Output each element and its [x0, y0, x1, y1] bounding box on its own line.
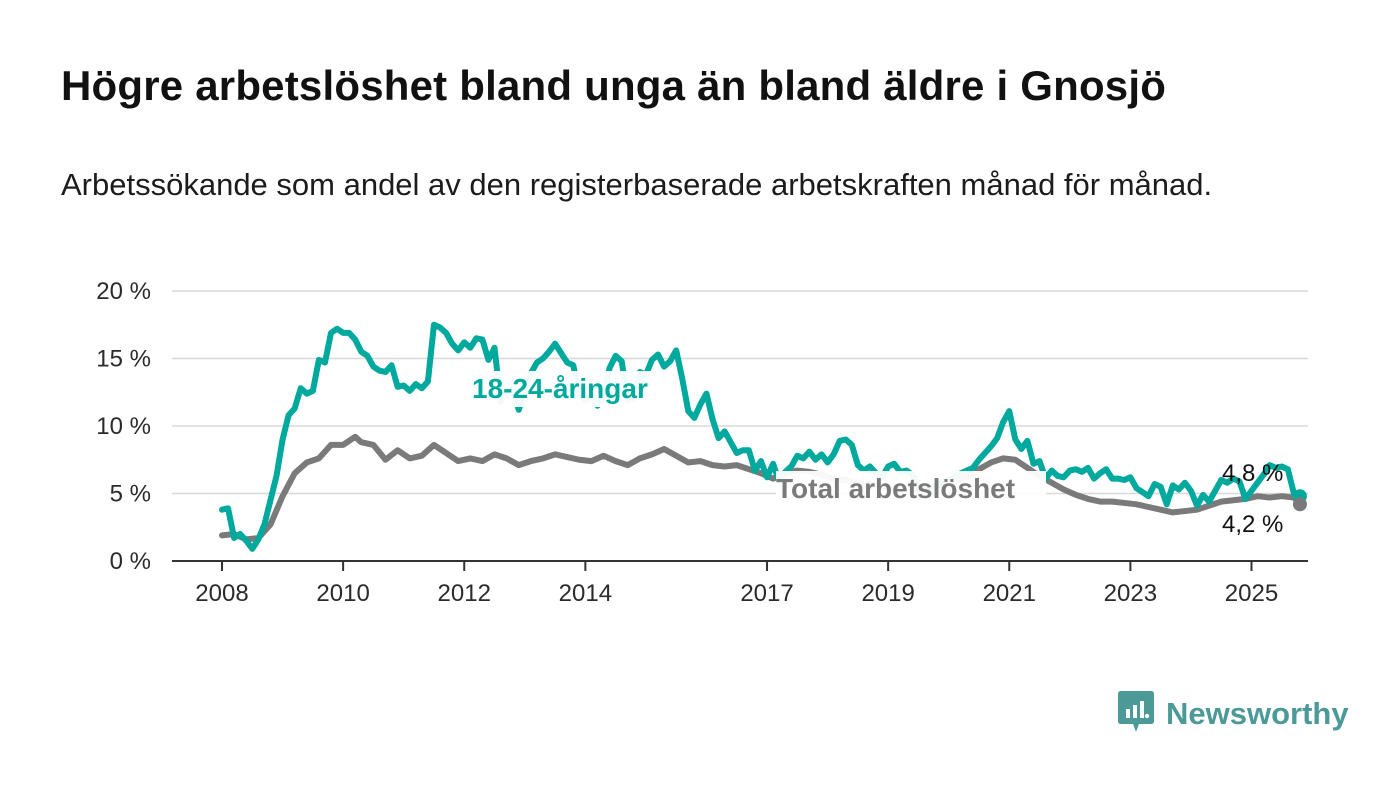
- total-series-line: [219, 433, 1303, 543]
- y-tick-label: 0 %: [110, 548, 151, 575]
- brand-name: Newsworthy: [1166, 695, 1349, 731]
- youth-label-background: [472, 371, 672, 407]
- x-tick-label: 2012: [438, 580, 491, 607]
- y-tick-label: 15 %: [96, 346, 151, 373]
- total-series-label: Total arbetslöshet: [776, 473, 1015, 504]
- youth-end-label: 4,8 %: [1222, 460, 1283, 487]
- newsworthy-logo-icon: [1118, 691, 1154, 732]
- youth-series-label: 18-24-åringar: [472, 373, 648, 404]
- page-subtitle: Arbetssökande som andel av den registerb…: [61, 167, 1213, 202]
- x-tick-label: 2014: [559, 580, 612, 607]
- total-end-label: 4,2 %: [1222, 511, 1283, 538]
- x-tick-label: 2017: [740, 580, 793, 607]
- y-tick-label: 20 %: [96, 278, 151, 305]
- youth-series-line: [219, 321, 1303, 552]
- page-title: Högre arbetslöshet bland unga än bland ä…: [61, 62, 1167, 109]
- total-label-background: [776, 471, 1046, 508]
- x-tick-label: 2021: [983, 580, 1036, 607]
- x-tick-label: 2023: [1104, 580, 1157, 607]
- y-tick-label: 5 %: [110, 481, 151, 508]
- x-tick-label: 2010: [316, 580, 369, 607]
- total-end-dot: [1292, 497, 1307, 512]
- x-tick-label: 2025: [1225, 580, 1278, 607]
- x-tick-label: 2008: [195, 580, 248, 607]
- brand-logo: Newsworthy: [1118, 690, 1349, 736]
- x-tick-label: 2019: [861, 580, 914, 607]
- y-tick-label: 10 %: [96, 413, 151, 440]
